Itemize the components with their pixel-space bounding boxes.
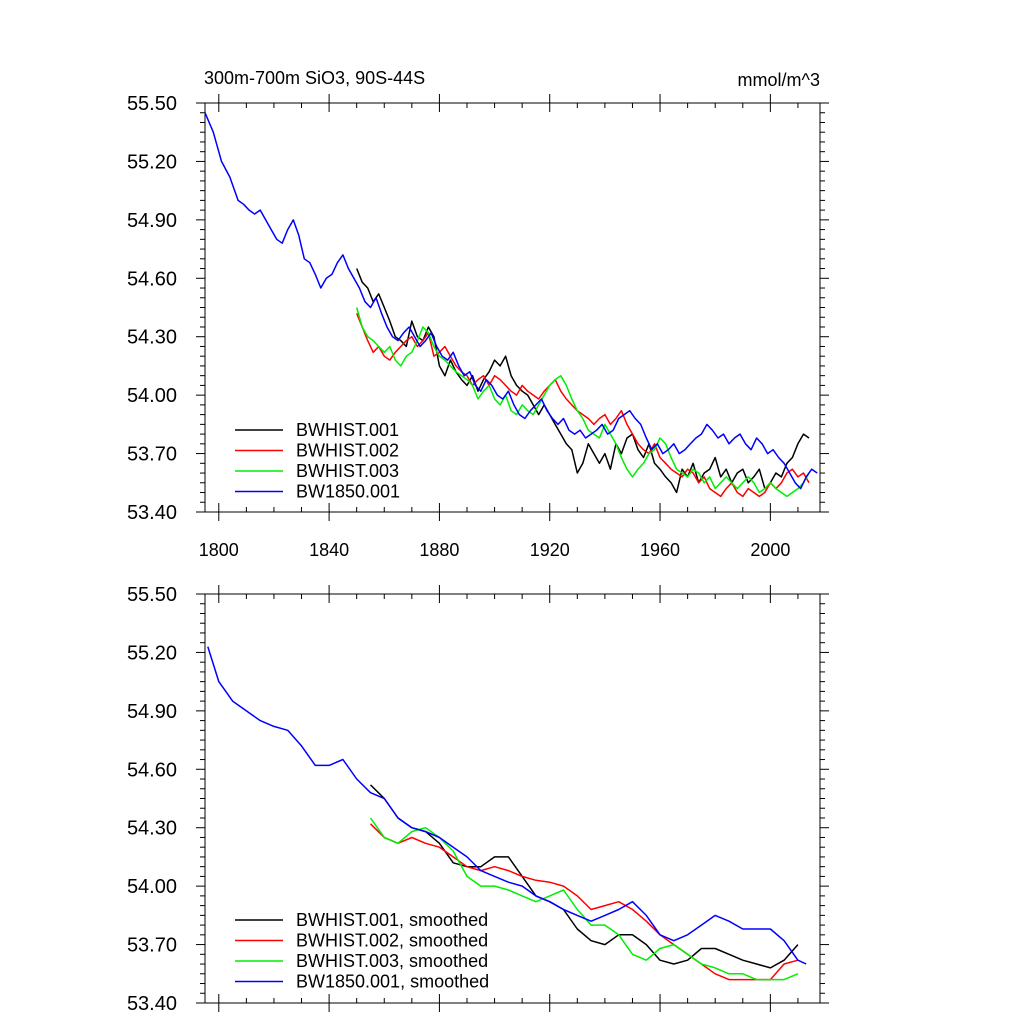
legend-label: BWHIST.002, smoothed: [296, 931, 488, 951]
y-tick-label: 53.40: [127, 502, 177, 524]
y-tick-label: 54.60: [127, 268, 177, 290]
y-tick-label: 54.00: [127, 876, 177, 898]
y-tick-label: 54.00: [127, 385, 177, 407]
legend-label: BWHIST.003: [296, 461, 399, 481]
y-tick-label: 53.70: [127, 444, 177, 466]
top-panel: 1800 1840 1880 1920 1960 2000 53.40 53.70 54.00 5…: [127, 93, 829, 560]
x-tick-label: 2000: [750, 540, 790, 560]
x-tick-label: 1920: [530, 540, 570, 560]
series-line-bw1850-001-smoothed: [207, 646, 807, 965]
y-tick-label: 54.30: [127, 818, 177, 840]
x-tick-label: 1880: [419, 540, 459, 560]
y-tick-label: 55.20: [127, 642, 177, 664]
y-tick-label: 53.70: [127, 935, 177, 957]
legend-label: BW1850.001, smoothed: [296, 972, 489, 992]
legend-label: BW1850.001: [296, 482, 400, 502]
x-tick-label: 1960: [640, 540, 680, 560]
legend-label: BWHIST.002: [296, 441, 399, 461]
y-tick-label: 53.40: [127, 993, 177, 1015]
series-line-bwhist-002: [356, 313, 810, 498]
y-tick-label: 55.50: [127, 584, 177, 606]
y-tick-label: 54.60: [127, 759, 177, 781]
y-tick-label: 54.90: [127, 701, 177, 723]
legend-label: BWHIST.001, smoothed: [296, 910, 488, 930]
x-tick-label: 1800: [199, 540, 239, 560]
y-tick-label: 55.20: [127, 151, 177, 173]
series-line-bw1850-001: [204, 112, 818, 490]
series-line-bwhist-003: [355, 307, 810, 498]
series-line-bwhist-001-smoothed: [369, 784, 799, 969]
y-tick-label: 54.90: [127, 210, 177, 232]
x-tick-label: 1840: [309, 540, 349, 560]
bottom-panel: 53.40 53.70 54.00 54.30 54.60 54.90 55.20 55.50…: [127, 584, 829, 1015]
legend-label: BWHIST.003, smoothed: [296, 951, 488, 971]
chart-title: 300m-700m SiO3, 90S-44S: [204, 68, 425, 88]
units-label: mmol/m^3: [738, 70, 820, 90]
series-line-bwhist-001: [356, 268, 810, 494]
series-line-bwhist-002-smoothed: [369, 823, 799, 981]
y-tick-label: 55.50: [127, 93, 177, 115]
y-tick-label: 54.30: [127, 327, 177, 349]
legend-label: BWHIST.001: [296, 420, 399, 440]
